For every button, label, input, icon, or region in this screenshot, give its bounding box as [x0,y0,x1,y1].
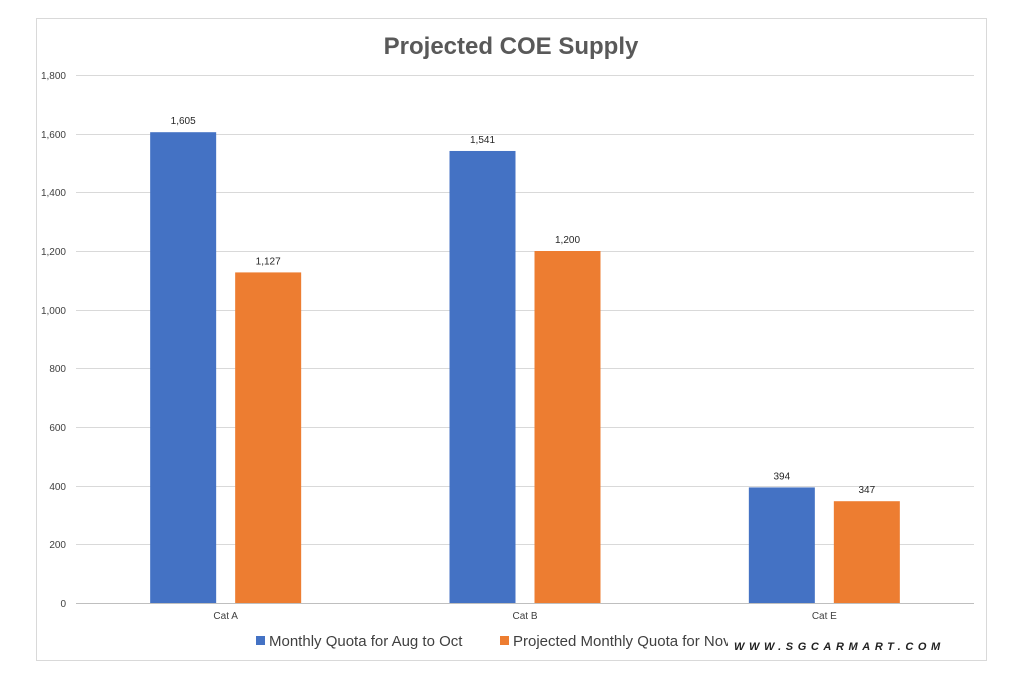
bar-value-label: 394 [773,471,790,482]
y-tick-label: 0 [60,599,66,610]
bar-value-label: 1,200 [555,235,580,246]
y-tick-label: 1,600 [41,130,66,141]
bar-value-label: 1,541 [470,135,495,146]
y-tick-label: 1,200 [41,247,66,258]
data-labels: 1,605 1,127 1,541 1,200 394 347 [171,116,876,496]
bars [150,132,900,603]
bar [534,251,601,603]
bar [748,487,815,603]
legend-label-aug-oct: Monthly Quota for Aug to Oct [269,633,463,650]
y-tick-label: 400 [49,482,66,493]
watermark-text: WWW.SGCARMART.COM [734,641,945,653]
x-tick-label: Cat B [512,611,537,622]
legend: Monthly Quota for Aug to Oct Projected M… [256,633,776,650]
bar [833,501,900,603]
chart-title: Projected COE Supply [384,33,639,60]
gridlines [76,75,974,545]
bar-value-label: 1,605 [171,116,196,127]
bar [449,150,516,603]
watermark-backdrop [728,634,940,654]
x-tick-label: Cat A [213,611,238,622]
y-tick-label: 1,000 [41,306,66,317]
y-tick-label: 800 [49,364,66,375]
bar-value-label: 347 [858,485,875,496]
bar [235,272,302,603]
axes: 0 200 400 600 800 1,000 1,200 1,400 1,600 1,800 Ca… [41,71,974,622]
bar [150,132,217,603]
bar-value-label: 1,127 [256,256,281,267]
legend-swatch-nov-jan [500,636,509,645]
legend-label-nov-jan: Projected Monthly Quota for Nov to Jan [513,633,776,650]
y-tick-label: 600 [49,423,66,434]
y-tick-label: 200 [49,540,66,551]
legend-swatch-aug-oct [256,636,265,645]
y-tick-label: 1,800 [41,71,66,82]
x-tick-label: Cat E [812,611,837,622]
y-tick-label: 1,400 [41,188,66,199]
